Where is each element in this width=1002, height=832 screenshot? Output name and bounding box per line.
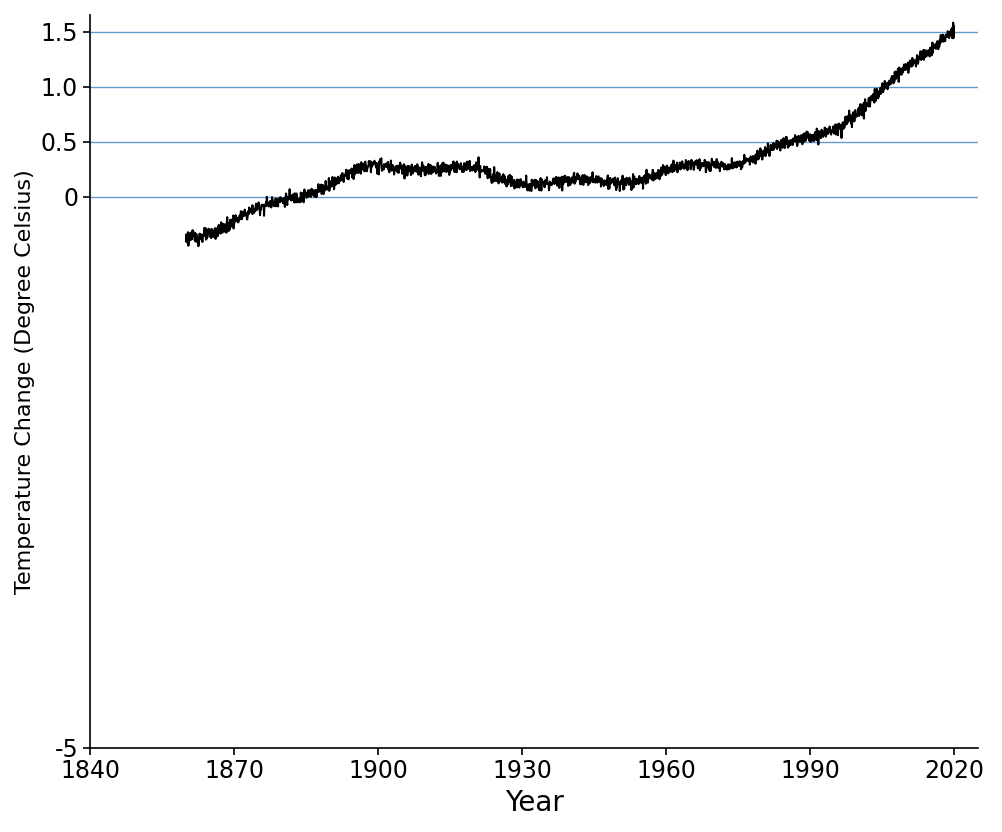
Y-axis label: Temperature Change (Degree Celsius): Temperature Change (Degree Celsius) bbox=[15, 169, 35, 594]
X-axis label: Year: Year bbox=[505, 789, 563, 817]
